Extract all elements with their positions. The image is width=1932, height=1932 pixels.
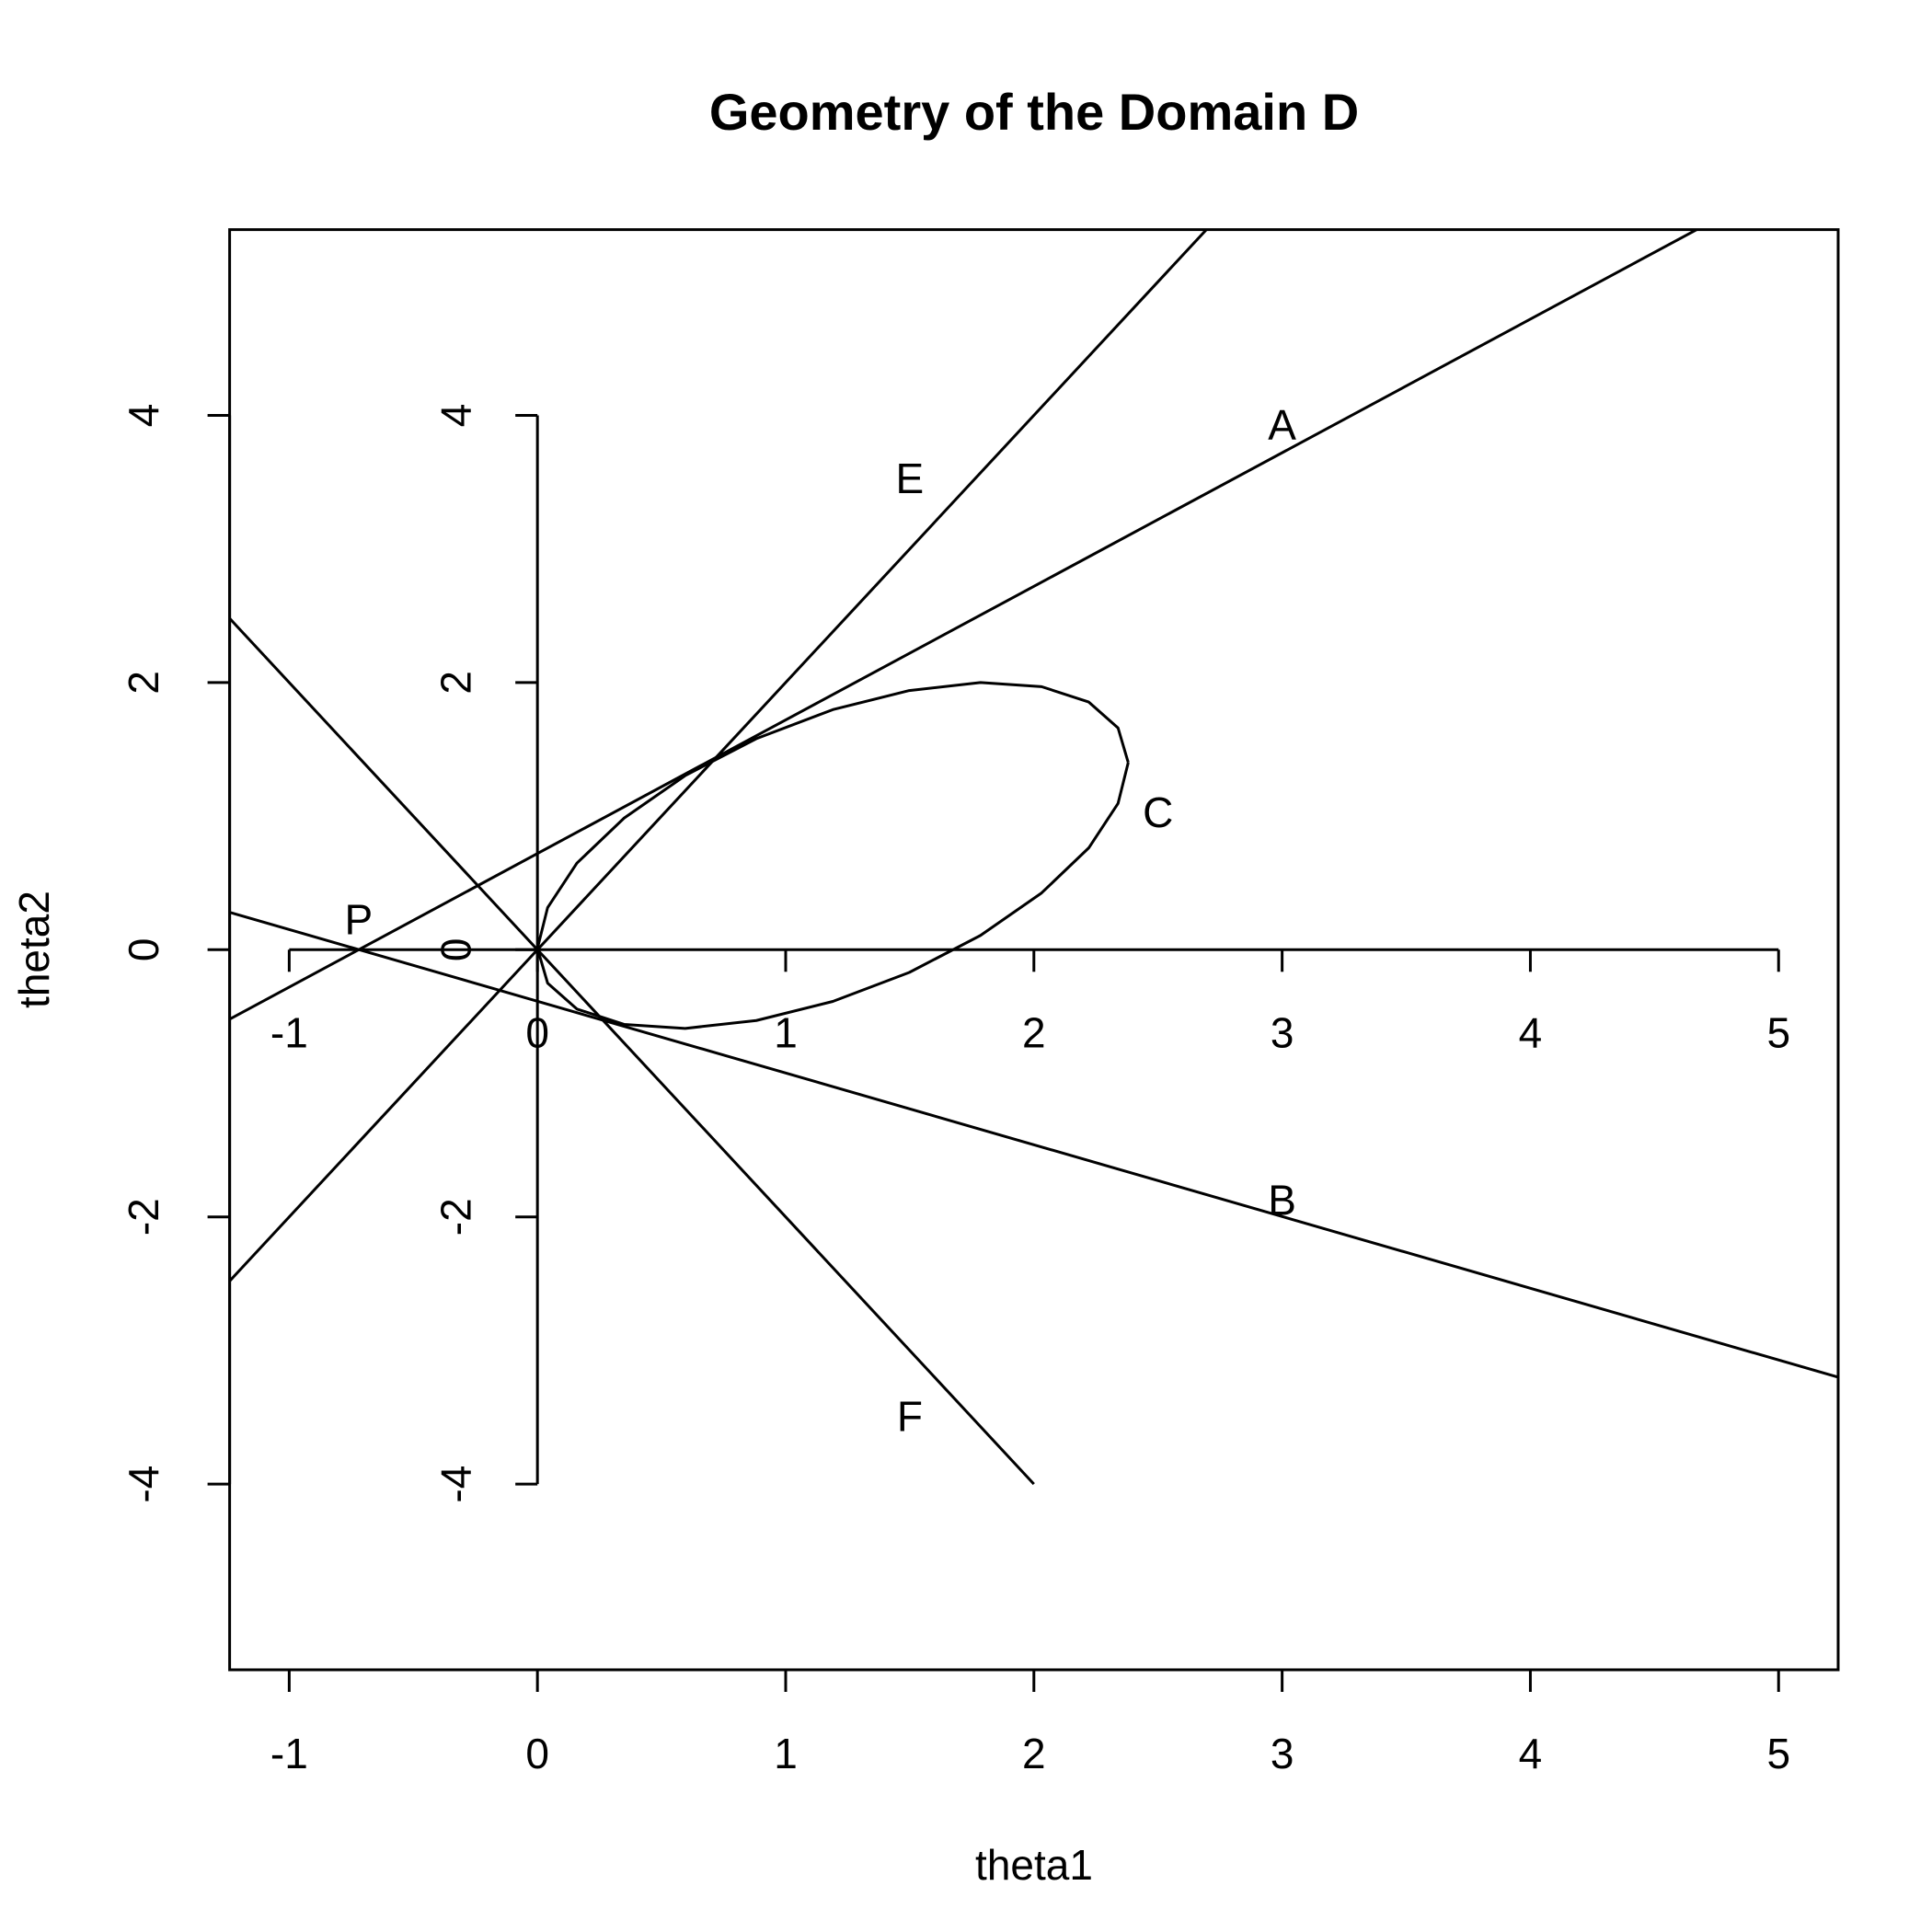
inner-x-tick-label: 3 — [1271, 1008, 1294, 1056]
inner-x-tick-label: 5 — [1766, 1008, 1790, 1056]
inner-y-tick-label: -2 — [431, 1198, 479, 1236]
annotation: E — [896, 454, 925, 502]
y-tick-label: -2 — [120, 1198, 167, 1236]
inner-x-tick-label: 4 — [1519, 1008, 1543, 1056]
x-tick-label: 2 — [1022, 1730, 1046, 1777]
x-tick-label: 0 — [525, 1730, 549, 1777]
inner-x-tick-label: 1 — [774, 1008, 798, 1056]
y-axis-label: theta2 — [10, 891, 58, 1008]
y-tick-label: 4 — [120, 404, 167, 428]
annotation: P — [345, 895, 374, 943]
inner-y-tick-label: 0 — [431, 938, 479, 962]
inner-y-tick-label: 4 — [431, 404, 479, 428]
y-tick-label: -4 — [120, 1466, 167, 1503]
curve — [229, 229, 1209, 1282]
inner-y-tick-label: -4 — [431, 1466, 479, 1503]
annotation: F — [897, 1393, 923, 1441]
inner-y-tick-label: 2 — [431, 671, 479, 695]
x-axis-label: theta1 — [975, 1841, 1093, 1889]
x-tick-label: 1 — [774, 1730, 798, 1777]
x-tick-label: -1 — [270, 1730, 308, 1777]
y-tick-label: 0 — [120, 938, 167, 962]
y-tick-label: 2 — [120, 671, 167, 695]
curve — [229, 911, 1839, 1379]
x-tick-label: 3 — [1271, 1730, 1294, 1777]
x-tick-label: 5 — [1766, 1730, 1790, 1777]
inner-x-tick-label: 2 — [1022, 1008, 1046, 1056]
curve — [229, 617, 1035, 1486]
inner-x-tick-label: -1 — [270, 1008, 308, 1056]
curve — [229, 229, 1700, 1021]
annotation: A — [1268, 401, 1296, 449]
x-tick-label: 4 — [1519, 1730, 1543, 1777]
plot-area — [229, 229, 1839, 1486]
annotation: C — [1143, 788, 1173, 836]
annotation: B — [1268, 1176, 1296, 1224]
chart-title: Geometry of the Domain D — [709, 83, 1359, 141]
